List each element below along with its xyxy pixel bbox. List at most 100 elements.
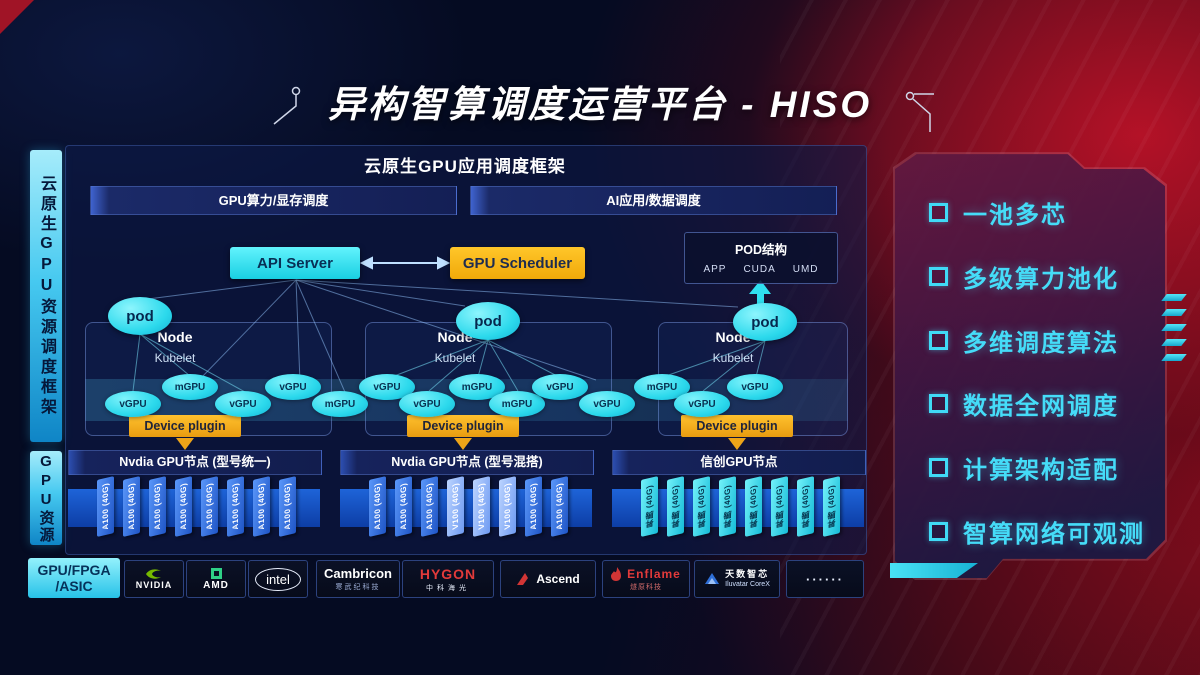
pod-structure-panel: POD结构 APP CUDA UMD <box>684 232 838 284</box>
vendor-category-line: /ASIC <box>55 578 93 594</box>
vendor-logo-intel: intel <box>248 560 308 598</box>
vendor-logo-label: Enflame <box>627 566 681 581</box>
feature-text: 数据全网调度 <box>963 392 1119 420</box>
vendor-logo-label: Ascend <box>536 572 580 586</box>
circuit-decoration-right <box>905 91 934 132</box>
device-plugin-3: Device plugin <box>681 415 793 437</box>
gpu-card: A100 (40G) <box>525 476 542 537</box>
circuit-decoration-left <box>273 86 301 125</box>
pod-structure-title: POD结构 <box>734 243 788 257</box>
vendor-logo-sublabel: 寒武纪科技 <box>335 584 381 591</box>
vendor-logo-sublabel: Iluvatar CoreX <box>725 580 770 588</box>
lane-ai-data-scheduling: AI应用/数据调度 <box>470 186 837 215</box>
vendor-logo-iluvatar: 天数智芯 Iluvatar CoreX <box>694 560 780 598</box>
framework-header: 云原生GPU应用调度框架 <box>364 157 566 176</box>
device-plugin-1: Device plugin <box>129 415 241 437</box>
gpu-card: A100 (40G) <box>253 476 270 537</box>
vendor-category-box: GPU/FPGA /ASIC <box>28 558 120 598</box>
vendor-logo-label: intel <box>255 567 301 591</box>
feature-text: 多级算力池化 <box>963 265 1119 293</box>
gpu-card: A100 (40G) <box>421 476 438 537</box>
kubelet-label-3: Kubelet <box>712 351 754 365</box>
vgpu-ellipse: vGPU <box>532 374 588 400</box>
feature-panel: 一池多芯 多级算力池化 多维调度算法 数据全网调度 计算架构适配 智算网络可观测 <box>893 152 1167 580</box>
vgpu-ellipse: vGPU <box>674 391 730 417</box>
feature-panel-inner <box>895 154 1165 578</box>
feature-item: 数据全网调度 <box>929 386 1119 420</box>
gpu-card: A100 (40G) <box>175 476 192 537</box>
pod-ellipse-1: pod <box>108 297 172 335</box>
mgpu-ellipse: mGPU <box>312 391 368 417</box>
pod-ellipse-3: pod <box>733 303 797 341</box>
gpu-card: 昇腾 (40G) <box>823 476 840 537</box>
square-bullet-icon <box>929 330 948 350</box>
gpu-card: V100 (40G) <box>447 476 464 537</box>
vendor-logo-label: Cambricon <box>324 566 392 581</box>
gpu-scheduler-box: GPU Scheduler <box>450 247 585 279</box>
hazard-stripes-decoration <box>1161 294 1187 369</box>
gpu-card: A100 (40G) <box>227 476 244 537</box>
vendor-logo-label: AMD <box>203 580 229 591</box>
pod-structure-item: APP <box>703 264 727 275</box>
feature-text: 计算架构适配 <box>963 456 1119 484</box>
vendor-logo-label: ······ <box>806 571 844 587</box>
gpu-card: V100 (40G) <box>473 476 490 537</box>
gpu-card: A100 (40G) <box>551 476 568 537</box>
gpu-card: 昇腾 (40G) <box>641 476 658 537</box>
gpu-section-header-uniform: Nvdia GPU节点 (型号统一) <box>68 450 322 475</box>
gpu-card: 昇腾 (40G) <box>745 476 762 537</box>
square-bullet-icon <box>929 202 948 222</box>
vgpu-ellipse: vGPU <box>579 391 635 417</box>
mgpu-ellipse: mGPU <box>489 391 545 417</box>
vgpu-ellipse: vGPU <box>399 391 455 417</box>
device-plugin-arrow-1 <box>176 438 194 450</box>
feature-item: 计算架构适配 <box>929 450 1119 484</box>
gpu-card: A100 (40G) <box>279 476 296 537</box>
gpu-card: 昇腾 (40G) <box>693 476 710 537</box>
iluvatar-icon <box>705 573 720 585</box>
vendor-logo-nvidia: NVIDIA <box>124 560 184 598</box>
gpu-section-header-xinchuang: 信创GPU节点 <box>612 450 866 475</box>
device-plugin-2: Device plugin <box>407 415 519 437</box>
pod-structure-item: UMD <box>792 264 819 275</box>
api-server-box: API Server <box>230 247 360 279</box>
vendor-logo-enflame: Enflame 燧原科技 <box>602 560 690 598</box>
vendor-logo-hygon: HYGON 中科海光 <box>402 560 494 598</box>
gpu-card: 昇腾 (40G) <box>667 476 684 537</box>
enflame-flame-icon <box>611 566 622 581</box>
gpu-card: A100 (40G) <box>97 476 114 537</box>
feature-item: 多维调度算法 <box>929 323 1119 357</box>
feature-text: 智算网络可观测 <box>963 520 1145 548</box>
feature-item: 一池多芯 <box>929 195 1067 229</box>
vendor-logo-amd: AMD <box>186 560 246 598</box>
mgpu-ellipse: mGPU <box>634 374 690 400</box>
vgpu-ellipse: vGPU <box>105 391 161 417</box>
sidebar-label-gpu-resource: GPU资源 <box>30 451 62 545</box>
ascend-icon <box>517 573 529 585</box>
device-plugin-arrow-3 <box>728 438 746 450</box>
vendor-logo-sublabel: 中科海光 <box>426 584 470 592</box>
feature-panel-accent <box>890 563 978 578</box>
vendor-logo-label: NVIDIA <box>135 580 173 590</box>
feature-text: 多维调度算法 <box>963 329 1119 357</box>
vendor-logo-ascend: Ascend <box>500 560 596 598</box>
sidebar-label-framework: 云原生GPU资源调度框架 <box>30 150 62 442</box>
lane-gpu-compute-scheduling: GPU算力/显存调度 <box>90 186 457 215</box>
amd-arrow-icon <box>210 568 222 579</box>
kubelet-label-2: Kubelet <box>434 351 476 365</box>
gpu-card: A100 (40G) <box>201 476 218 537</box>
gpu-card: 昇腾 (40G) <box>771 476 788 537</box>
vgpu-ellipse: vGPU <box>727 374 783 400</box>
gpu-card: 昇腾 (40G) <box>797 476 814 537</box>
gpu-card: A100 (40G) <box>369 476 386 537</box>
kubelet-label-1: Kubelet <box>154 351 196 365</box>
gpu-card: A100 (40G) <box>123 476 140 537</box>
square-bullet-icon <box>929 457 948 477</box>
feature-text: 一池多芯 <box>963 201 1067 229</box>
square-bullet-icon <box>929 393 948 413</box>
gpu-card: V100 (40G) <box>499 476 516 537</box>
nvidia-eye-icon <box>146 569 161 579</box>
vendor-logo-label: HYGON <box>419 565 477 582</box>
vendor-logo-label: 天数智芯 <box>725 568 770 579</box>
